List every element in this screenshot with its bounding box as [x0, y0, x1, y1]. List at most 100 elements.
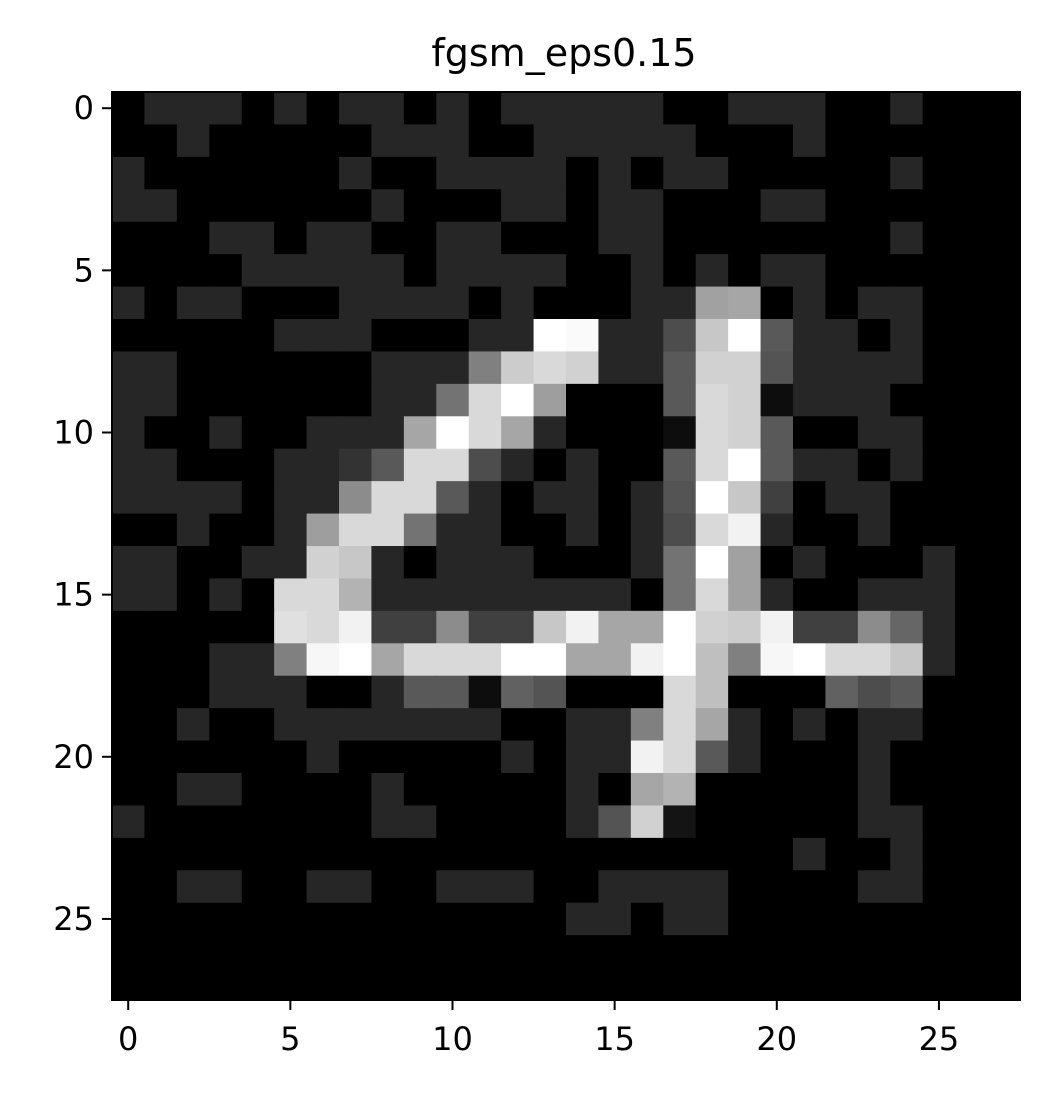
heatmap-cell [988, 870, 1021, 903]
heatmap-cell [955, 124, 988, 157]
heatmap-cell [566, 92, 599, 125]
heatmap-cell [988, 611, 1021, 644]
heatmap-cell [209, 481, 242, 514]
heatmap-cell [371, 222, 404, 255]
heatmap-cell [631, 92, 664, 125]
heatmap-cell [469, 189, 502, 222]
heatmap-cell [307, 578, 340, 611]
heatmap-cell [793, 546, 826, 579]
heatmap-cell [761, 643, 794, 676]
heatmap-cell [663, 319, 696, 352]
heatmap-cell [404, 514, 437, 547]
heatmap-cell [371, 546, 404, 579]
heatmap-cell [242, 222, 275, 255]
heatmap-cell [988, 189, 1021, 222]
heatmap-cell [404, 92, 437, 125]
heatmap-cell [696, 384, 729, 417]
heatmap-cell [404, 254, 437, 287]
heatmap-cell [988, 903, 1021, 936]
heatmap-cell [598, 254, 631, 287]
heatmap-cell [112, 773, 145, 806]
heatmap-cell [339, 643, 372, 676]
heatmap-cell [307, 384, 340, 417]
heatmap-cell [663, 870, 696, 903]
heatmap-cell [469, 611, 502, 644]
heatmap-cell [501, 870, 534, 903]
heatmap-cell [501, 611, 534, 644]
heatmap-cell [274, 189, 307, 222]
heatmap-cell [177, 805, 210, 838]
heatmap-cell [501, 222, 534, 255]
heatmap-cell [144, 449, 177, 482]
heatmap-cell [534, 287, 567, 320]
heatmap-cell [534, 643, 567, 676]
heatmap-cell [923, 870, 956, 903]
heatmap-cell [955, 416, 988, 449]
heatmap-cell [112, 546, 145, 579]
heatmap-cell [890, 546, 923, 579]
heatmap-cell [761, 92, 794, 125]
heatmap-cell [728, 189, 761, 222]
heatmap-cell [825, 319, 858, 352]
heatmap-cell [890, 189, 923, 222]
heatmap-cell [371, 676, 404, 709]
heatmap-cell [793, 157, 826, 190]
heatmap-cell [728, 578, 761, 611]
heatmap-cell [631, 546, 664, 579]
heatmap-cell [144, 157, 177, 190]
heatmap-cell [436, 287, 469, 320]
heatmap-cell [825, 189, 858, 222]
heatmap-cell [339, 351, 372, 384]
heatmap-cell [209, 805, 242, 838]
heatmap-cell [534, 319, 567, 352]
heatmap-cell [988, 935, 1021, 968]
heatmap-cell [307, 449, 340, 482]
heatmap-cell [793, 222, 826, 255]
heatmap-cell [307, 611, 340, 644]
heatmap-cell [177, 935, 210, 968]
heatmap-cell [177, 254, 210, 287]
heatmap-cell [598, 449, 631, 482]
heatmap-cell [307, 741, 340, 774]
heatmap-cell [144, 903, 177, 936]
heatmap-cell [988, 157, 1021, 190]
heatmap-cell [112, 935, 145, 968]
heatmap-cell [209, 222, 242, 255]
heatmap-cell [436, 514, 469, 547]
heatmap-cell [209, 449, 242, 482]
heatmap-cell [501, 708, 534, 741]
heatmap-cell [371, 514, 404, 547]
heatmap-cell [404, 351, 437, 384]
heatmap-cell [663, 838, 696, 871]
heatmap-cell [858, 676, 891, 709]
heatmap-cell [534, 805, 567, 838]
heatmap-cell [274, 287, 307, 320]
heatmap-cell [339, 676, 372, 709]
x-axis: 0 5 10 15 20 25 [118, 1000, 959, 1058]
heatmap-cell [825, 838, 858, 871]
heatmap-cell [663, 578, 696, 611]
heatmap-cell [144, 935, 177, 968]
heatmap-cell [112, 254, 145, 287]
heatmap-cell [436, 676, 469, 709]
heatmap-cell [242, 546, 275, 579]
heatmap-cell [501, 319, 534, 352]
heatmap-cell [566, 254, 599, 287]
heatmap-cell [923, 481, 956, 514]
heatmap-cell [890, 676, 923, 709]
heatmap-cell [177, 903, 210, 936]
heatmap-cell [761, 124, 794, 157]
heatmap-cell [890, 611, 923, 644]
heatmap-cell [371, 157, 404, 190]
heatmap-cell [112, 287, 145, 320]
heatmap-cell [923, 384, 956, 417]
heatmap-cell [663, 741, 696, 774]
heatmap-cell [242, 124, 275, 157]
heatmap-cell [728, 384, 761, 417]
heatmap-cell [307, 157, 340, 190]
heatmap-cell [988, 546, 1021, 579]
heatmap-cell [144, 514, 177, 547]
heatmap-cell [890, 708, 923, 741]
heatmap-cell [566, 189, 599, 222]
heatmap-cell [404, 481, 437, 514]
